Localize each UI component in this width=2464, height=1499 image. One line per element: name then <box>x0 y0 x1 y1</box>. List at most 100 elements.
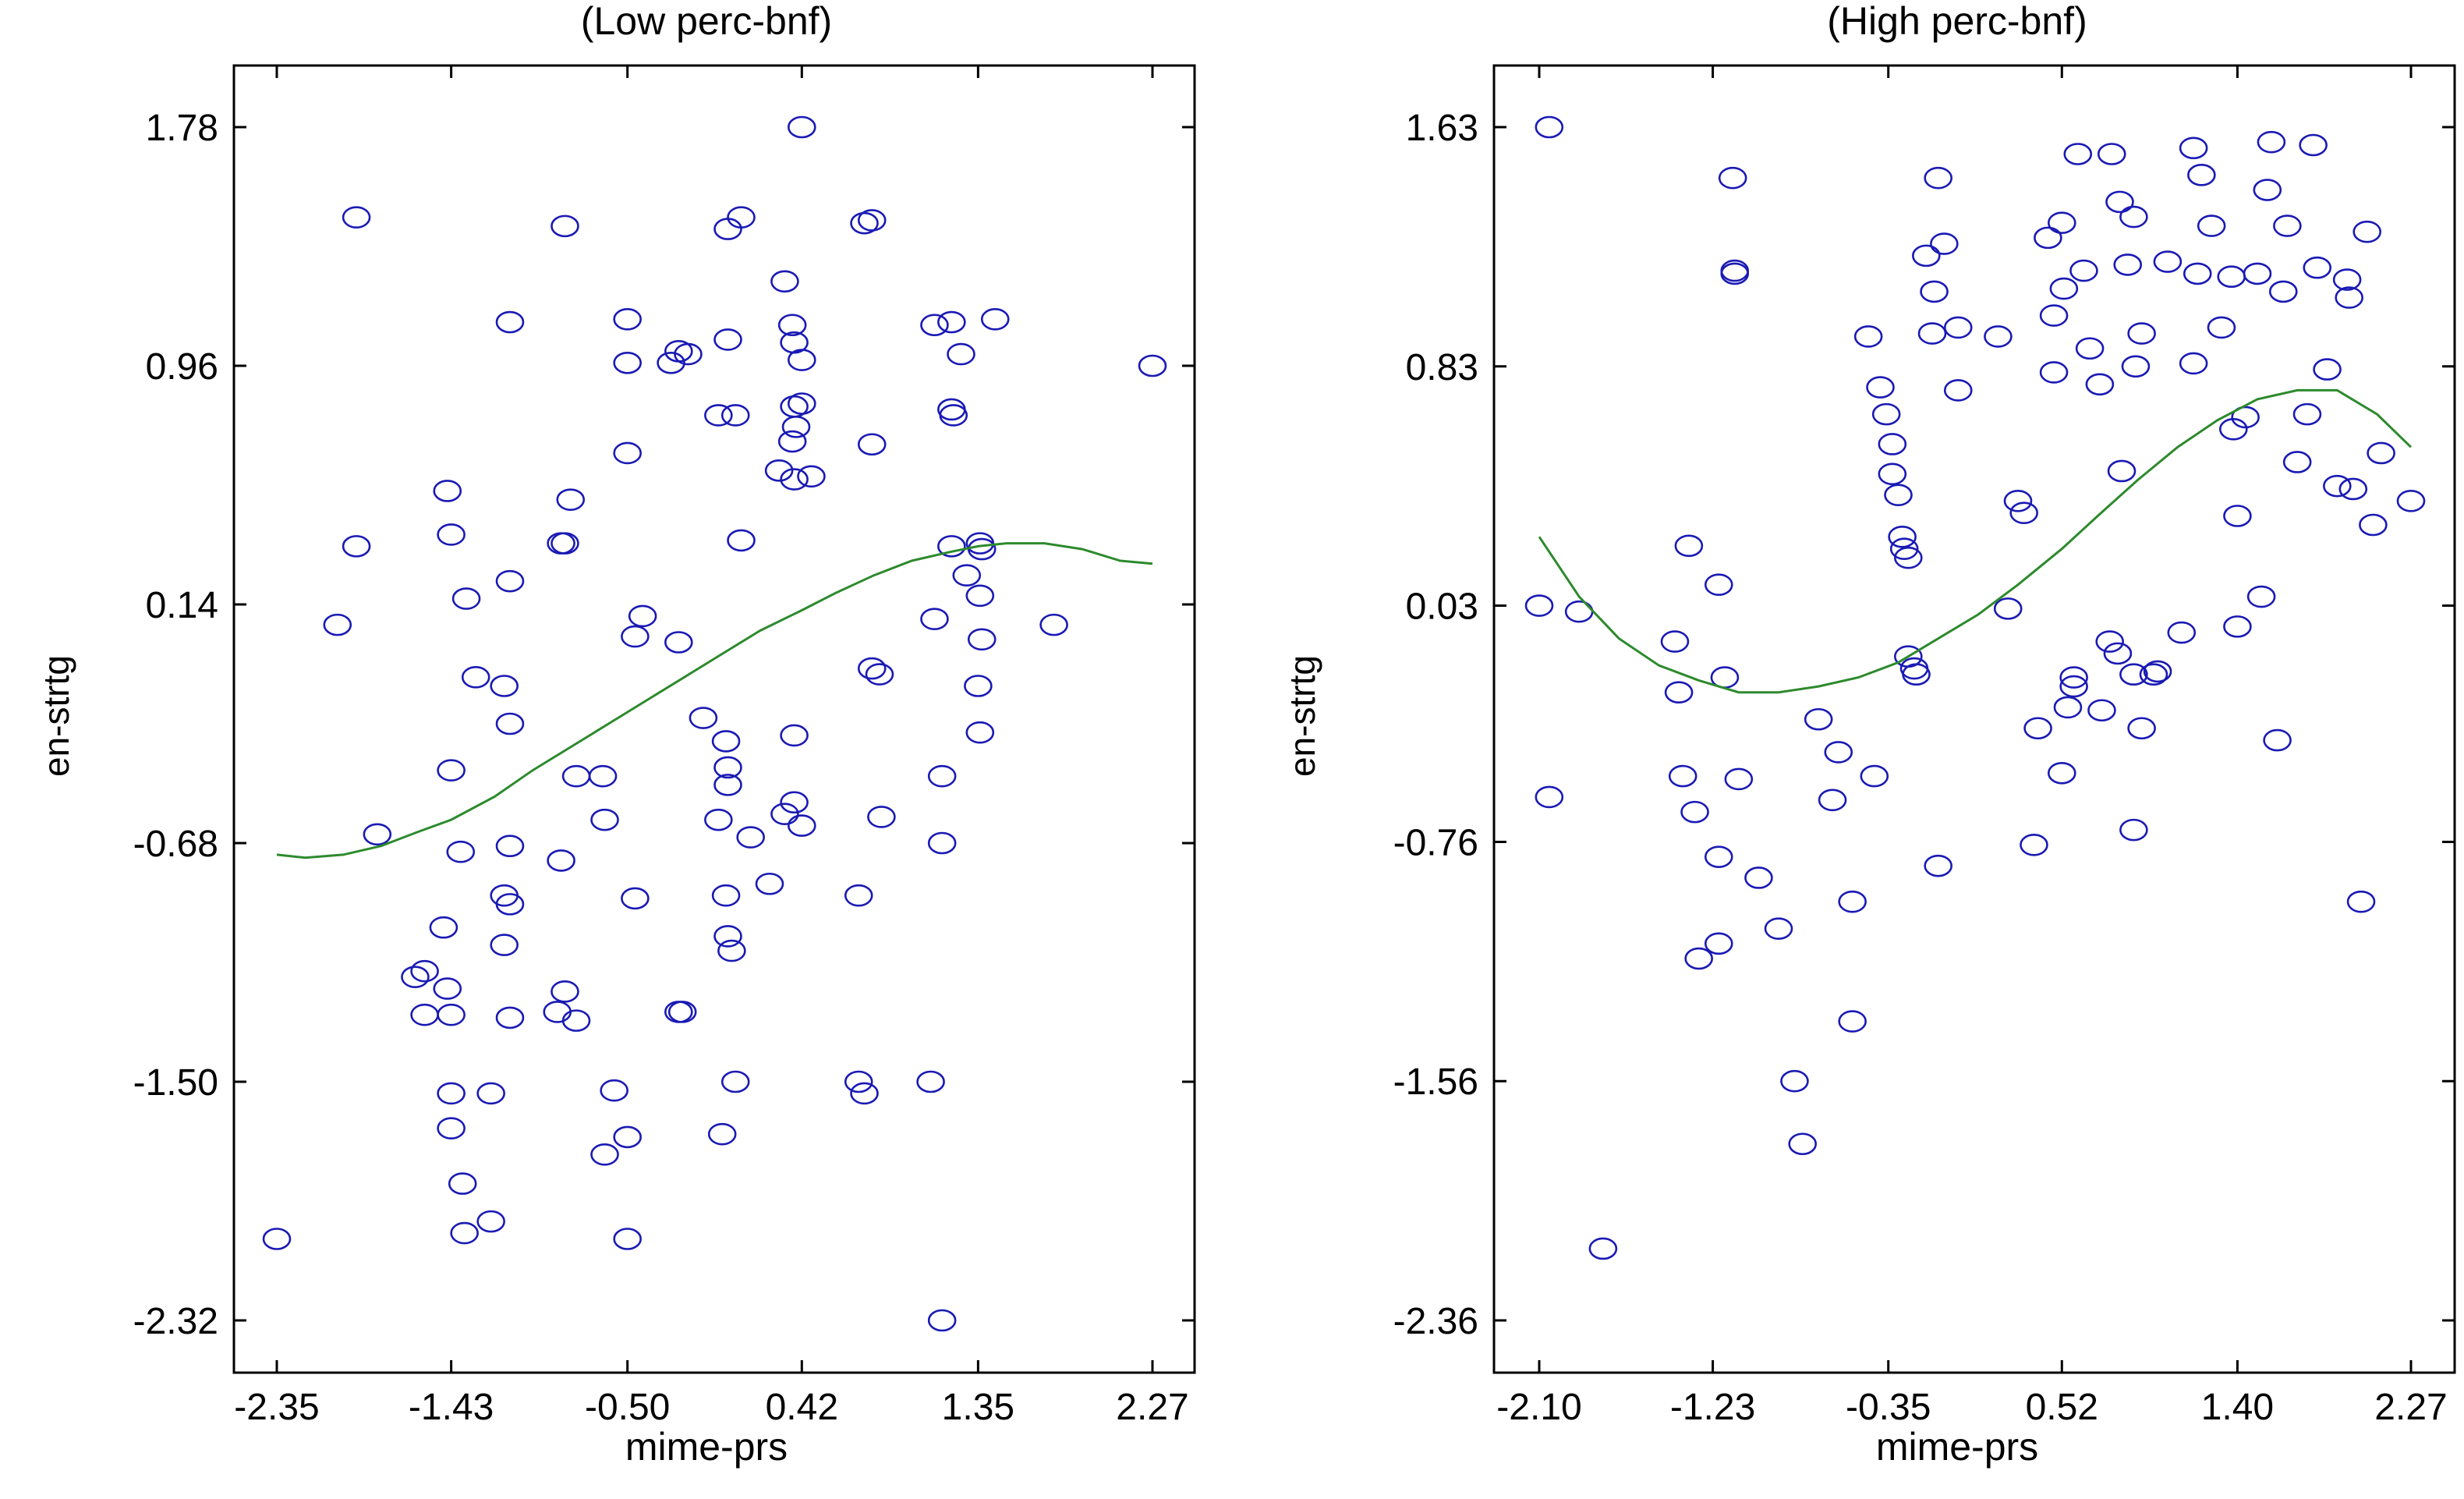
left-data-point <box>437 1117 466 1140</box>
right-data-point <box>2335 286 2363 309</box>
left-data-point <box>590 1143 619 1166</box>
left-data-point <box>844 1070 873 1093</box>
left-data-point <box>788 115 816 139</box>
right-data-point <box>2020 834 2048 856</box>
right-data-point <box>2085 373 2115 396</box>
right-data-point <box>2103 642 2133 665</box>
right-data-point <box>1853 325 1883 348</box>
left-data-point <box>770 803 799 825</box>
right-data-point <box>1764 917 1793 940</box>
right-data-point <box>2352 220 2382 243</box>
right-data-point <box>2246 585 2276 608</box>
right-data-point <box>1720 262 1750 285</box>
right-data-point <box>2231 406 2260 429</box>
right-axes-frame <box>1492 64 2456 1374</box>
right-data-point <box>2346 890 2376 913</box>
left-data-point <box>857 433 887 456</box>
right-data-point <box>1878 462 1907 486</box>
left-data-point <box>952 564 982 586</box>
right-data-point <box>2039 304 2069 327</box>
left-data-point <box>927 831 957 855</box>
left-data-point <box>850 1082 879 1105</box>
right-data-point <box>2095 630 2124 653</box>
right-data-point <box>1788 1132 1818 1156</box>
left-data-point <box>664 631 693 654</box>
left-data-point <box>713 328 742 351</box>
left-data-point <box>857 657 887 680</box>
left-data-point <box>588 764 618 788</box>
left-data-point <box>867 806 896 828</box>
right-data-point <box>1943 316 1973 339</box>
left-data-point <box>490 675 519 697</box>
left-data-point <box>628 604 657 628</box>
right-data-point <box>2127 322 2156 345</box>
left-data-point <box>433 480 462 502</box>
left-panel: (Low perc-bnf) en-strtg mime-prs -2.35 -1… <box>36 0 1196 1469</box>
left-data-point <box>927 1309 957 1332</box>
right-data-point <box>1818 788 1847 812</box>
right-data-point <box>1889 537 1919 560</box>
left-data-point <box>613 351 642 374</box>
right-data-point <box>1780 1069 1809 1093</box>
right-data-point <box>2047 761 2076 785</box>
left-data-point <box>920 314 949 337</box>
left-data-point <box>727 529 756 552</box>
left-data-point <box>495 835 525 858</box>
right-data-point <box>1674 534 1704 558</box>
right-data-point <box>2087 699 2116 722</box>
left-data-point <box>711 884 741 907</box>
right-data-point <box>2292 402 2322 426</box>
right-data-point <box>1930 232 1959 255</box>
left-y-tick-label: -1.50 <box>133 1062 218 1104</box>
right-data-point <box>2113 253 2143 276</box>
left-data-point <box>780 724 809 747</box>
right-data-point <box>1804 707 1833 731</box>
left-data-point <box>342 206 371 229</box>
left-data-point <box>450 1221 479 1245</box>
right-panel: (High perc-bnf) en-strtg mime-prs -2.10-… <box>1282 0 2456 1469</box>
left-data-point <box>980 307 1010 331</box>
left-data-point <box>939 404 968 427</box>
left-data-point <box>704 404 733 427</box>
left-data-point <box>446 840 476 863</box>
right-data-point <box>1704 845 1733 868</box>
left-data-point <box>476 1082 505 1105</box>
left-y-tick-label: -0.68 <box>133 824 218 865</box>
right-data-point <box>1684 947 1713 970</box>
right-data-point <box>2179 352 2208 375</box>
left-data-point <box>780 468 809 491</box>
left-data-point <box>495 1006 525 1029</box>
left-data-point <box>495 569 525 593</box>
left-data-point <box>781 416 811 438</box>
right-data-point <box>2257 130 2286 154</box>
right-y-tick-label: 0.83 <box>1406 347 1478 388</box>
right-data-point <box>1860 764 1889 788</box>
left-data-point <box>937 535 966 558</box>
left-plot-area: -2.35 -1.43 -0.50 0.42 1.35 2.27 -2.32 -1.50 -0.… <box>133 64 1196 1428</box>
right-data-point <box>1824 741 1853 764</box>
left-data-point <box>965 721 995 744</box>
left-data-point <box>342 535 371 558</box>
left-data-point <box>561 1009 591 1032</box>
right-x-tick-label: 0.52 <box>2026 1387 2098 1428</box>
left-data-point <box>495 310 525 334</box>
left-data-point <box>551 214 579 238</box>
left-data-point <box>556 488 586 511</box>
right-data-point <box>1902 663 1931 686</box>
right-data-point <box>2119 663 2148 686</box>
left-data-point <box>711 730 741 753</box>
right-data-point <box>2059 675 2088 698</box>
left-data-point <box>704 808 733 831</box>
left-data-point <box>461 665 490 689</box>
left-data-point <box>965 584 995 608</box>
left-fit-line <box>276 542 1153 859</box>
right-data-point <box>1680 800 1709 824</box>
right-data-point <box>2034 226 2062 250</box>
left-data-point <box>920 608 949 630</box>
right-data-point <box>2197 214 2226 237</box>
left-data-point <box>323 613 352 636</box>
left-data-point <box>448 1172 477 1195</box>
left-data-point <box>437 759 466 782</box>
left-data-point <box>262 1228 292 1250</box>
right-data-point <box>2268 280 2298 303</box>
